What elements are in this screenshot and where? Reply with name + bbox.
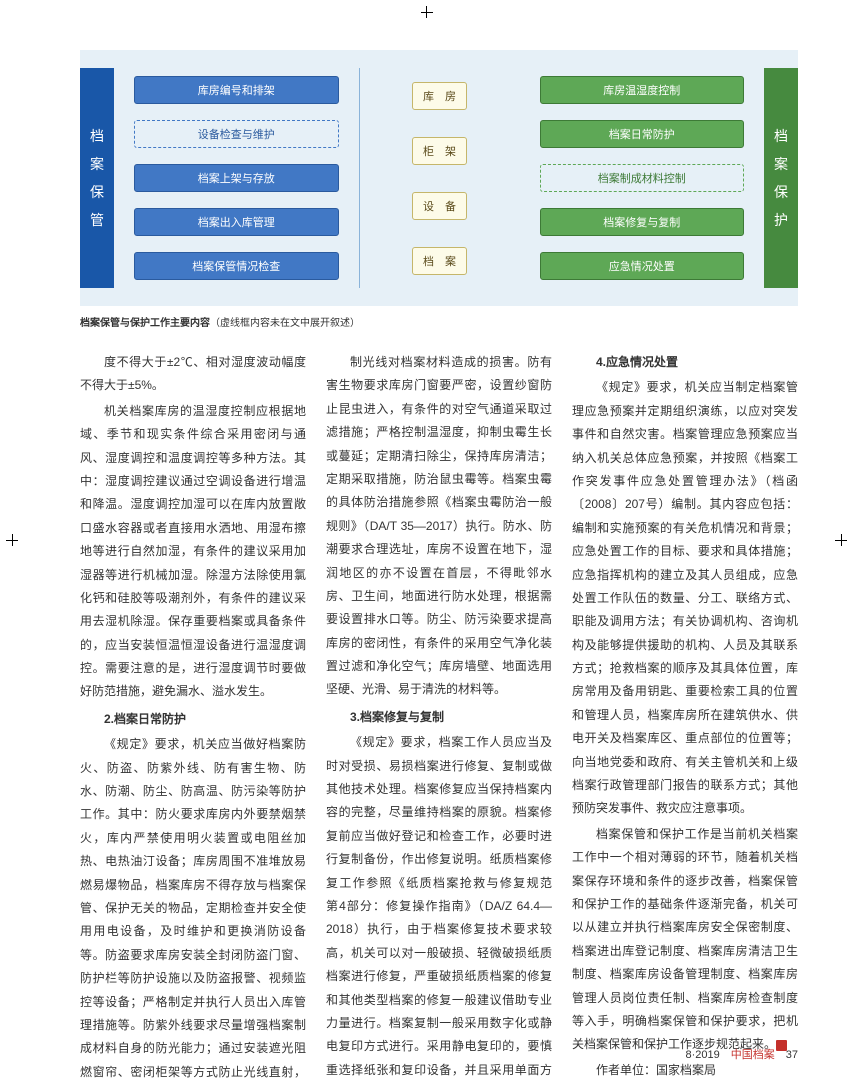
subheading: 4.应急情况处置 <box>572 351 798 374</box>
registration-mark-right <box>835 534 847 546</box>
paragraph: 机关档案库房的温湿度控制应根据地域、季节和现实条件综合采用密闭与通风、湿度调控和… <box>80 400 306 704</box>
paragraph: 《规定》要求，机关应当做好档案防火、防盗、防紫外线、防有害生物、防水、防潮、防尘… <box>80 733 306 1080</box>
flowchart-node: 库 房 <box>412 82 467 110</box>
flowchart-node: 库房温湿度控制 <box>540 76 745 104</box>
flowchart-node: 档案保管情况检查 <box>134 252 339 280</box>
subheading: 2.档案日常防护 <box>80 708 306 731</box>
paragraph: 度不得大于±2℃、相对湿度波动幅度不得大于±5%。 <box>80 351 306 398</box>
content-area: 档案保管 库房编号和排架设备检查与维护档案上架与存放档案出入库管理档案保管情况检… <box>0 0 853 1080</box>
page-footer: 8·2019 中国档案 37 <box>685 1046 798 1062</box>
body-text: 度不得大于±2℃、相对湿度波动幅度不得大于±5%。 机关档案库房的温湿度控制应根… <box>80 351 798 1080</box>
flowchart-node: 档案日常防护 <box>540 120 745 148</box>
paragraph: 《规定》要求，机关应当制定档案管理应急预案并定期组织演练，以应对突发事件和自然灾… <box>572 376 798 820</box>
flowchart-node: 应急情况处置 <box>540 252 745 280</box>
paragraph: 档案保管和保护工作是当前机关档案工作中一个相对薄弱的环节，随着机关档案保存环境和… <box>572 823 798 1057</box>
flowchart-node: 档案制成材料控制 <box>540 164 745 192</box>
flowchart-right-column: 库房温湿度控制档案日常防护档案制成材料控制档案修复与复制应急情况处置 <box>520 68 765 288</box>
registration-mark-left <box>6 534 18 546</box>
registration-mark-top <box>421 6 433 18</box>
flowchart-left-column: 库房编号和排架设备检查与维护档案上架与存放档案出入库管理档案保管情况检查 <box>114 68 360 288</box>
flowchart-mid-column: 库 房柜 架设 备档 案 <box>360 68 520 288</box>
flowchart-right-label: 档案保护 <box>764 68 798 288</box>
flowchart-node: 设备检查与维护 <box>134 120 339 148</box>
flowchart-caption: 档案保管与保护工作主要内容（虚线框内容未在文中展开叙述） <box>80 314 798 329</box>
subheading: 3.档案修复与复制 <box>326 706 552 729</box>
flowchart-diagram: 档案保管 库房编号和排架设备检查与维护档案上架与存放档案出入库管理档案保管情况检… <box>80 50 798 306</box>
flowchart-node: 档案修复与复制 <box>540 208 745 236</box>
flowchart-node: 档 案 <box>412 247 467 275</box>
flowchart-node: 柜 架 <box>412 137 467 165</box>
flowchart-node: 库房编号和排架 <box>134 76 339 104</box>
paragraph: 制光线对档案材料造成的损害。防有害生物要求库房门窗要严密，设置纱窗防止昆虫进入，… <box>326 351 552 702</box>
flowchart-node: 档案上架与存放 <box>134 164 339 192</box>
flowchart-left-label: 档案保管 <box>80 68 114 288</box>
flowchart-node: 档案出入库管理 <box>134 208 339 236</box>
page: 档案保管 库房编号和排架设备检查与维护档案上架与存放档案出入库管理档案保管情况检… <box>0 0 853 1080</box>
paragraph: 《规定》要求，档案工作人员应当及时对受损、易损档案进行修复、复制或做其他技术处理… <box>326 731 552 1080</box>
flowchart-node: 设 备 <box>412 192 467 220</box>
